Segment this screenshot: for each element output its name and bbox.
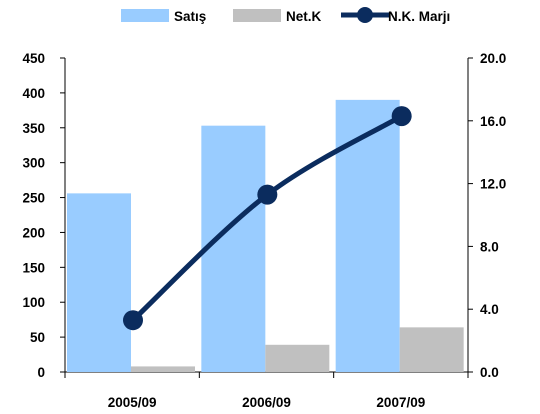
y-left-tick-label: 50 bbox=[30, 330, 45, 345]
legend-swatch-satis bbox=[121, 9, 169, 22]
y-left-tick-label: 350 bbox=[22, 121, 45, 136]
margin-point bbox=[123, 310, 143, 331]
legend-label-satis: Satış bbox=[174, 9, 206, 24]
legend-label-nk-marji: N.K. Marjı bbox=[388, 9, 450, 24]
y-left-tick-label: 450 bbox=[22, 51, 45, 66]
x-tick-label: 2007/09 bbox=[376, 395, 425, 410]
y-right-tick-label: 8.0 bbox=[480, 239, 499, 254]
legend-label-netk: Net.K bbox=[286, 9, 322, 24]
y-right-tick-label: 20.0 bbox=[480, 51, 506, 66]
y-left-tick-label: 200 bbox=[22, 225, 45, 240]
bar bbox=[131, 366, 195, 372]
margin-point bbox=[391, 106, 412, 127]
y-left-tick-label: 400 bbox=[22, 86, 45, 101]
bar bbox=[399, 327, 464, 372]
bar bbox=[265, 344, 330, 372]
bar bbox=[201, 125, 266, 372]
legend-swatch-netk bbox=[233, 9, 281, 22]
legend: Satış Net.K N.K. Marjı bbox=[121, 7, 450, 24]
y-left-tick-label: 0 bbox=[37, 365, 45, 380]
y-right-tick-label: 4.0 bbox=[480, 302, 499, 317]
legend-marker-nk-marji bbox=[357, 7, 373, 23]
y-right-tick-label: 16.0 bbox=[480, 114, 506, 129]
y-left-tick-label: 100 bbox=[22, 295, 45, 310]
x-tick-label: 2005/09 bbox=[108, 395, 157, 410]
y-right-tick-label: 0.0 bbox=[480, 365, 499, 380]
bar bbox=[67, 193, 131, 372]
margin-point bbox=[257, 184, 278, 205]
x-tick-label: 2006/09 bbox=[242, 395, 291, 410]
bar bbox=[335, 99, 400, 372]
y-left-tick-label: 250 bbox=[22, 191, 45, 206]
y-left-tick-label: 300 bbox=[22, 156, 45, 171]
y-left-tick-label: 150 bbox=[22, 260, 45, 275]
bars bbox=[67, 99, 464, 372]
tick-labels: 0 50 100 150 200 250 300 350 400 450 0.0 4.0 8.0 12.0… bbox=[22, 51, 506, 410]
margin-line bbox=[123, 106, 412, 331]
y-right-tick-label: 12.0 bbox=[480, 177, 506, 192]
